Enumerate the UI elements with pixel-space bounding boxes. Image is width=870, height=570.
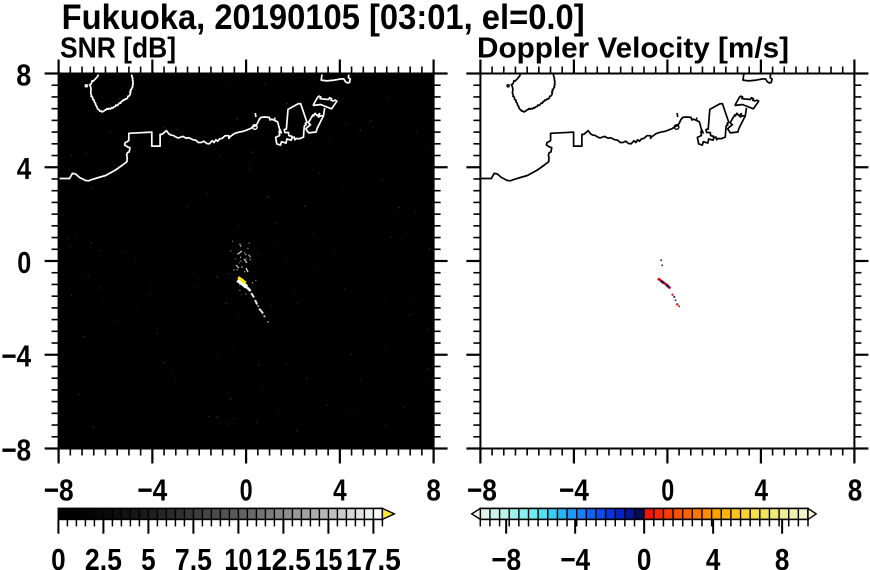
svg-text:5: 5 xyxy=(141,542,156,570)
svg-text:2.5: 2.5 xyxy=(85,542,122,570)
svg-text:0: 0 xyxy=(240,472,253,507)
svg-text:SNR [dB]: SNR [dB] xyxy=(60,33,176,65)
svg-text:8: 8 xyxy=(16,57,31,92)
svg-text:−8: −8 xyxy=(491,542,521,570)
svg-text:−4: −4 xyxy=(560,542,591,570)
svg-text:8: 8 xyxy=(426,472,441,507)
svg-text:Doppler Velocity [m/s]: Doppler Velocity [m/s] xyxy=(477,33,789,65)
svg-text:15: 15 xyxy=(314,542,342,570)
svg-text:4: 4 xyxy=(706,542,721,570)
svg-text:7.5: 7.5 xyxy=(175,542,212,570)
svg-text:0: 0 xyxy=(17,245,31,280)
svg-text:0: 0 xyxy=(661,472,674,507)
svg-text:Fukuoka, 20190105 [03:01, el=0: Fukuoka, 20190105 [03:01, el=0.0] xyxy=(62,0,585,37)
svg-text:8: 8 xyxy=(848,472,863,507)
svg-text:−4: −4 xyxy=(137,472,168,507)
svg-text:0: 0 xyxy=(637,542,652,570)
svg-text:−4: −4 xyxy=(1,339,32,374)
svg-text:−8: −8 xyxy=(467,472,497,507)
svg-text:12.5: 12.5 xyxy=(256,542,311,570)
svg-text:10: 10 xyxy=(224,542,252,570)
svg-text:−8: −8 xyxy=(1,432,31,467)
svg-text:0: 0 xyxy=(51,542,66,570)
svg-text:−4: −4 xyxy=(559,472,590,507)
svg-text:17.5: 17.5 xyxy=(346,542,401,570)
svg-text:4: 4 xyxy=(333,472,347,507)
svg-text:4: 4 xyxy=(17,151,32,186)
svg-text:4: 4 xyxy=(754,472,768,507)
svg-text:−8: −8 xyxy=(44,472,74,507)
svg-text:8: 8 xyxy=(775,542,790,570)
